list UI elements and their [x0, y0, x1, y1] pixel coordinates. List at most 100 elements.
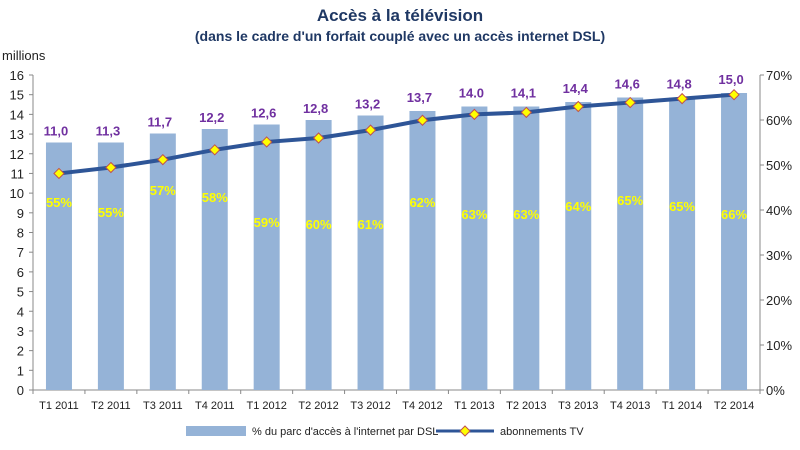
bar-data-label: 62%	[409, 195, 435, 210]
line-marker	[105, 161, 117, 174]
left-tick-label: 15	[10, 88, 24, 103]
line-marker	[312, 132, 325, 144]
line-data-label: 12,2	[199, 110, 224, 125]
legend-line-label: abonnements TV	[500, 426, 584, 438]
line-marker	[209, 144, 221, 156]
left-tick-label: 13	[10, 127, 24, 142]
x-tick-label: T3 2011	[143, 400, 183, 412]
bar	[357, 115, 384, 390]
x-tick-label: T3 2012	[350, 400, 390, 412]
line-data-label: 13,2	[355, 97, 380, 112]
bar-data-label: 65%	[617, 193, 643, 208]
bar	[565, 102, 592, 390]
x-tick-label: T1 2014	[662, 400, 702, 412]
x-tick-label: T2 2012	[298, 400, 338, 412]
line-data-label: 12,6	[251, 106, 276, 121]
x-tick-label: T1 2012	[246, 400, 286, 412]
line-marker	[416, 114, 429, 126]
x-tick-label: T2 2011	[91, 400, 131, 412]
line-data-label: 13,7	[407, 90, 432, 105]
bar	[149, 133, 176, 390]
bar-data-label: 55%	[46, 195, 72, 210]
line-marker	[624, 96, 636, 109]
x-tick-label: T1 2011	[39, 400, 79, 412]
line-marker	[520, 106, 533, 119]
bar	[617, 97, 644, 390]
bar	[669, 97, 696, 390]
chart-title: Accès à la télévision	[316, 6, 484, 25]
line-marker	[364, 124, 377, 136]
bar-data-label: 66%	[721, 207, 747, 222]
bar	[409, 111, 436, 390]
left-tick-label: 3	[17, 324, 24, 339]
bar	[97, 142, 124, 390]
right-tick-label: 60%	[766, 113, 792, 128]
left-tick-label: 0	[17, 383, 24, 398]
x-tick-label: T4 2012	[402, 400, 442, 412]
left-tick-label: 1	[17, 363, 24, 378]
line-marker	[53, 167, 65, 180]
line-data-label: 14,8	[666, 77, 691, 92]
left-tick-label: 7	[17, 245, 24, 260]
left-tick-label: 12	[10, 147, 24, 162]
right-tick-label: 50%	[766, 158, 792, 173]
bar-data-label: 65%	[669, 199, 695, 214]
right-tick-label: 30%	[766, 248, 792, 263]
x-tick-label: T4 2011	[195, 400, 235, 412]
bar	[513, 106, 540, 390]
bar-data-label: 61%	[358, 217, 384, 232]
legend-line-marker	[459, 425, 471, 437]
bar-data-label: 58%	[202, 190, 228, 205]
left-tick-label: 6	[17, 265, 24, 280]
legend-bar-label: % du parc d'accès à l'internet par DSL	[252, 426, 438, 438]
line-data-label: 11,0	[44, 124, 69, 139]
left-tick-label: 16	[10, 68, 24, 83]
right-tick-label: 0%	[766, 383, 785, 398]
left-tick-label: 10	[10, 186, 24, 201]
chart-subtitle: (dans le cadre d'un forfait couplé avec …	[194, 28, 606, 44]
legend-bar-swatch	[186, 426, 246, 436]
left-tick-label: 4	[17, 304, 24, 319]
right-tick-label: 10%	[766, 338, 792, 353]
left-tick-label: 2	[17, 344, 24, 359]
line-data-label: 12,8	[303, 101, 328, 116]
x-tick-label: T4 2013	[610, 400, 650, 412]
right-tick-label: 40%	[766, 203, 792, 218]
line-data-label: 14.0	[459, 86, 484, 101]
left-tick-label: 8	[17, 226, 24, 241]
bar-data-label: 57%	[150, 183, 176, 198]
bar	[253, 124, 280, 390]
bar-data-label: 60%	[306, 217, 332, 232]
line-marker	[468, 108, 481, 121]
line-data-label: 14,1	[511, 86, 536, 101]
bar-data-label: 63%	[461, 207, 487, 222]
right-tick-label: 20%	[766, 293, 792, 308]
left-tick-label: 14	[10, 107, 24, 122]
bar	[45, 142, 72, 390]
line-data-label: 14,6	[615, 77, 640, 92]
line-data-label: 14,4	[563, 81, 589, 96]
bar-data-label: 59%	[254, 215, 280, 230]
line-data-label: 11,3	[96, 124, 121, 139]
x-tick-label: T3 2013	[558, 400, 598, 412]
x-tick-label: T1 2013	[454, 400, 494, 412]
line-marker	[157, 153, 169, 166]
line-marker	[676, 92, 688, 105]
x-tick-label: T2 2013	[506, 400, 546, 412]
line-marker	[728, 88, 740, 101]
left-tick-label: 9	[17, 206, 24, 221]
left-axis-label: millions	[2, 48, 46, 63]
bar-data-label: 64%	[565, 199, 591, 214]
bar	[721, 93, 748, 390]
line-data-label: 11,7	[148, 115, 173, 130]
bar	[305, 120, 332, 390]
right-tick-label: 70%	[766, 68, 792, 83]
x-tick-label: T2 2014	[714, 400, 754, 412]
line-data-label: 15,0	[718, 72, 743, 87]
series-line	[58, 92, 735, 176]
bar	[201, 129, 228, 390]
bar	[461, 106, 488, 390]
line-marker	[260, 136, 273, 148]
